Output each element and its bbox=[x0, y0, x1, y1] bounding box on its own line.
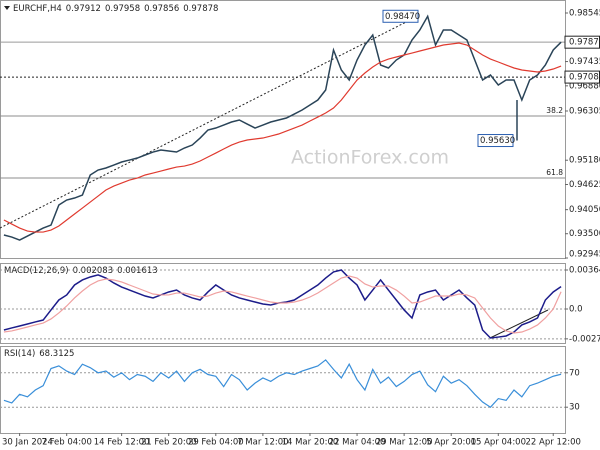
x-tick-label: 5 Apr 20:00 bbox=[426, 438, 476, 448]
y-tick-label: 30 bbox=[569, 403, 580, 413]
x-tick-label: 21 Feb 20:00 bbox=[141, 438, 197, 448]
x-tick-label: 15 Apr 04:00 bbox=[471, 438, 526, 448]
fib-label: 38.2 bbox=[546, 106, 563, 115]
y-tick-label: 0.92945 bbox=[569, 250, 600, 260]
y-tick-label: 0.94625 bbox=[569, 180, 600, 190]
y-tick-label: 0.003641 bbox=[569, 265, 600, 275]
quote-close: 0.97878 bbox=[183, 4, 218, 14]
x-tick-label: 7 Feb 04:00 bbox=[42, 438, 92, 448]
x-tick-label: 14 Mar 20:00 bbox=[282, 438, 339, 448]
series-line bbox=[3, 275, 562, 334]
y-tick-label: -0.002788 bbox=[569, 334, 600, 344]
x-tick-label: 22 Apr 12:00 bbox=[526, 438, 581, 448]
extreme-label: 0.95630 bbox=[480, 136, 515, 146]
quote-open: 0.97912 bbox=[66, 4, 101, 14]
extreme-label-box bbox=[477, 134, 514, 148]
x-tick-label: 7 Mar 12:00 bbox=[237, 438, 288, 448]
rsi-title: RSI(14) bbox=[4, 349, 35, 359]
price-label: 0.97878 bbox=[569, 38, 600, 48]
x-tick-label: 29 Mar 12:00 bbox=[376, 438, 433, 448]
x-tick-label: 22 Mar 04:00 bbox=[329, 438, 386, 448]
macd-panel bbox=[0, 263, 566, 344]
rsi-header: RSI(14) 68.3125 bbox=[4, 349, 74, 359]
x-tick-label: 30 Jan 2024 bbox=[2, 438, 53, 448]
macd-title: MACD(12,26,9) bbox=[4, 266, 69, 276]
x-tick-label: 14 Feb 12:00 bbox=[94, 438, 150, 448]
quote-low: 0.97856 bbox=[144, 4, 179, 14]
watermark: ActionForex.com bbox=[291, 147, 449, 169]
x-tick-label: 29 Feb 04:00 bbox=[188, 438, 244, 448]
price-panel bbox=[0, 0, 566, 259]
rsi-value: 68.3125 bbox=[39, 349, 74, 359]
symbol-arrow bbox=[4, 6, 10, 10]
extreme-label-box bbox=[382, 9, 419, 23]
y-tick-label: 70 bbox=[569, 368, 580, 378]
rsi-panel bbox=[0, 346, 566, 434]
fib-label: 61.8 bbox=[546, 168, 563, 177]
series-line bbox=[3, 14, 562, 241]
y-tick-label: 0.0 bbox=[569, 304, 583, 314]
y-tick-label: 0.98545 bbox=[569, 8, 600, 18]
y-tick-label: 0.97435 bbox=[569, 57, 600, 67]
symbol: EURCHF,H4 bbox=[13, 4, 62, 14]
extreme-label: 0.98470 bbox=[385, 12, 420, 22]
series-line bbox=[3, 359, 562, 408]
series-line bbox=[3, 42, 562, 233]
symbol-header: EURCHF,H4 0.97912 0.97958 0.97856 0.97878 bbox=[13, 4, 218, 14]
macd-header: MACD(12,26,9) 0.002083 0.001613 bbox=[4, 266, 158, 276]
macd-value: 0.002083 bbox=[73, 266, 114, 276]
signal-value: 0.001613 bbox=[117, 266, 158, 276]
quote-high: 0.97958 bbox=[105, 4, 140, 14]
y-tick-label: 0.96305 bbox=[569, 106, 600, 116]
